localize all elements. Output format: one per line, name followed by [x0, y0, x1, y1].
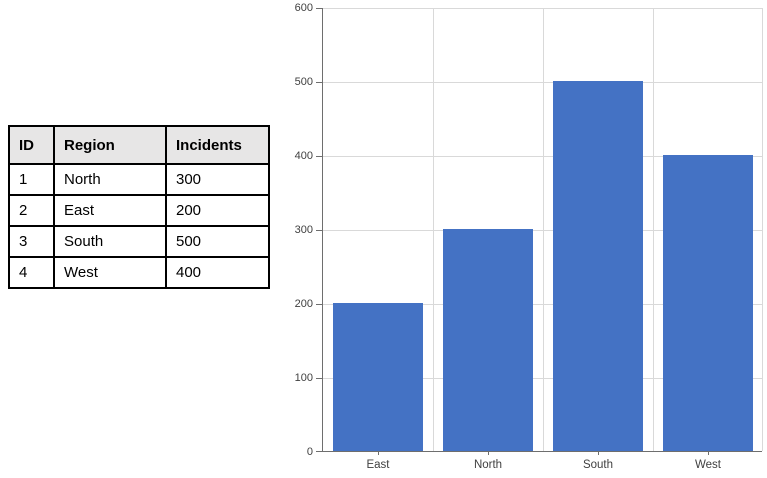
y-axis-tick — [316, 156, 323, 157]
cell-incidents: 300 — [165, 163, 270, 196]
y-axis-tick — [316, 8, 323, 9]
cell-incidents: 200 — [165, 194, 270, 227]
y-axis-tick — [316, 82, 323, 83]
cell-region: West — [53, 256, 167, 289]
cell-id: 1 — [8, 163, 55, 196]
x-axis-tick — [488, 451, 489, 455]
cell-id: 4 — [8, 256, 55, 289]
table-header-id: ID — [8, 125, 55, 165]
y-axis-label: 500 — [294, 76, 313, 88]
table-header-row: ID Region Incidents — [8, 125, 270, 165]
bar-east — [333, 303, 423, 451]
gridline-horizontal — [323, 304, 762, 305]
x-axis-tick — [598, 451, 599, 455]
cell-id: 3 — [8, 225, 55, 258]
x-axis-label-north: North — [473, 459, 503, 471]
gridline-horizontal — [323, 82, 762, 83]
gridline-horizontal — [323, 8, 762, 9]
bar-north — [443, 229, 533, 451]
table-header-incidents: Incidents — [165, 125, 270, 165]
bar-south — [553, 81, 643, 451]
cell-id: 2 — [8, 194, 55, 227]
y-axis-tick — [316, 451, 323, 452]
gridline-vertical — [653, 8, 654, 451]
table-row: 4 West 400 — [8, 256, 270, 289]
cell-region: North — [53, 163, 167, 196]
y-axis-label: 300 — [294, 224, 313, 236]
incidents-table: ID Region Incidents 1 North 300 2 East 2… — [8, 125, 270, 289]
cell-incidents: 400 — [165, 256, 270, 289]
x-axis-tick — [378, 451, 379, 455]
y-axis-label: 200 — [294, 298, 313, 310]
y-axis-label: 400 — [294, 150, 313, 162]
gridline-horizontal — [323, 230, 762, 231]
gridline-vertical — [433, 8, 434, 451]
table-row: 3 South 500 — [8, 225, 270, 258]
y-axis-tick — [316, 230, 323, 231]
cell-incidents: 500 — [165, 225, 270, 258]
y-axis-tick — [316, 304, 323, 305]
x-axis-tick — [708, 451, 709, 455]
incidents-bar-chart: 0 100 200 300 400 500 600 East North South West — [295, 3, 763, 471]
x-axis-label-south: South — [582, 459, 614, 471]
table-row: 1 North 300 — [8, 163, 270, 196]
y-axis-label: 0 — [306, 446, 313, 458]
gridline-horizontal — [323, 378, 762, 379]
gridline-horizontal — [323, 156, 762, 157]
x-axis-label-east: East — [366, 459, 390, 471]
cell-region: South — [53, 225, 167, 258]
x-axis-label-west: West — [695, 459, 721, 471]
y-axis-tick — [316, 378, 323, 379]
cell-region: East — [53, 194, 167, 227]
y-axis-label: 100 — [294, 372, 313, 384]
y-axis-label: 600 — [294, 2, 313, 14]
gridline-vertical — [762, 8, 763, 451]
table-row: 2 East 200 — [8, 194, 270, 227]
table-header-region: Region — [53, 125, 167, 165]
bar-west — [663, 155, 753, 451]
gridline-vertical — [543, 8, 544, 451]
